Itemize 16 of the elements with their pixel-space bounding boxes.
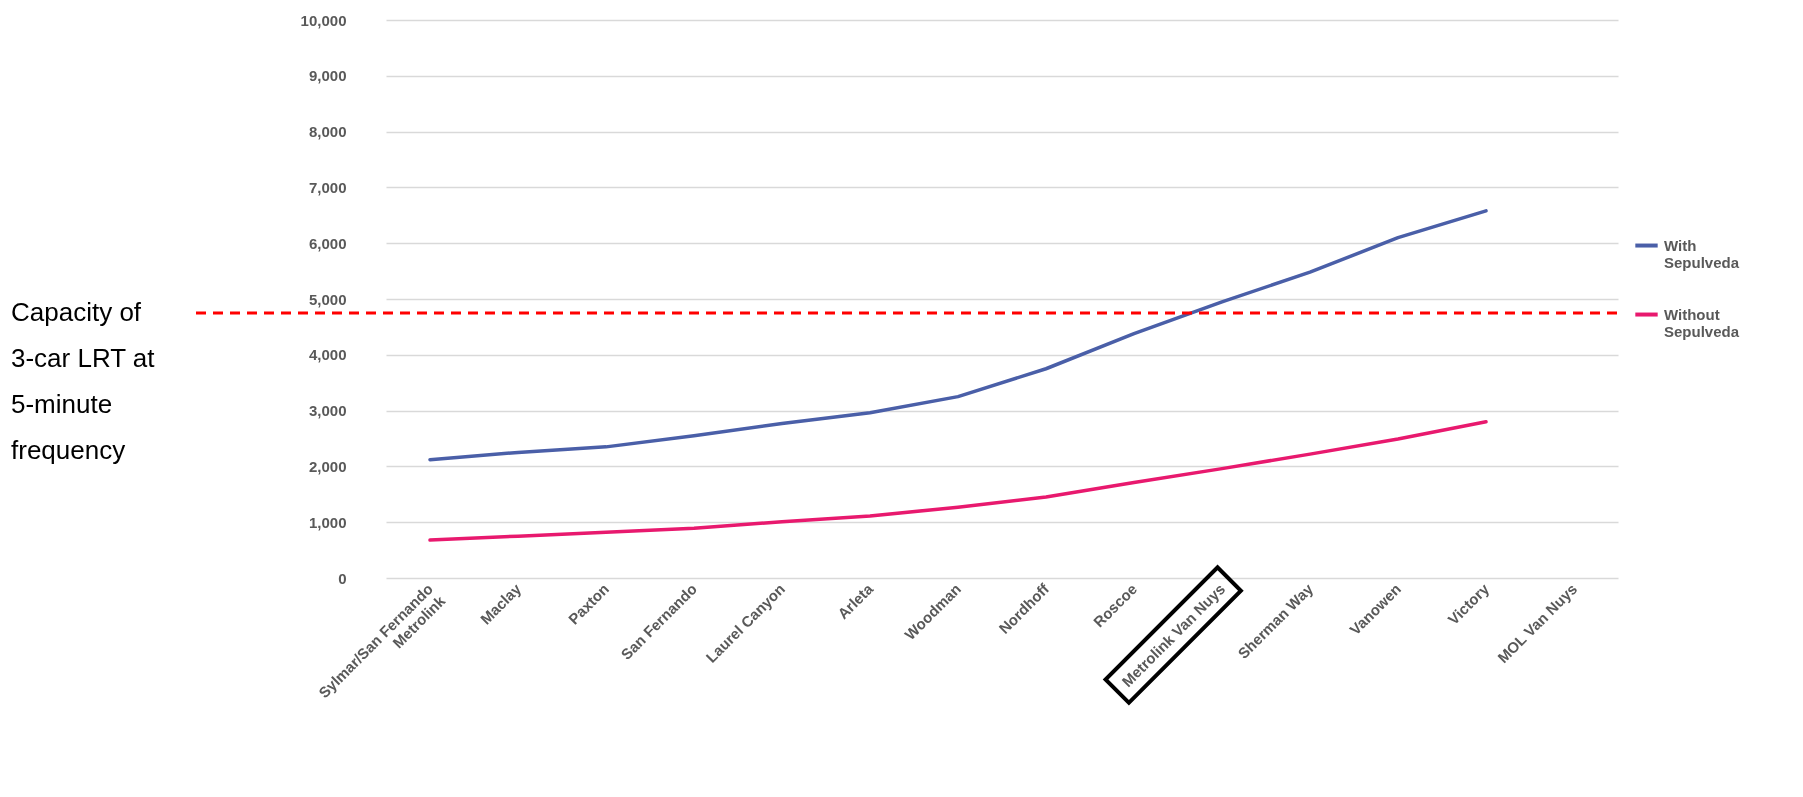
- y-tick-label: 1,000: [308, 513, 347, 531]
- line-series: [428, 420, 1488, 542]
- y-tick-label: 9,000: [308, 67, 347, 85]
- y-tick-label: 6,000: [308, 234, 347, 252]
- line-series: [428, 209, 1488, 462]
- legend-label: With Sepulveda: [1664, 236, 1740, 271]
- y-tick-label: 7,000: [308, 178, 347, 196]
- legend-label: Without Sepulveda: [1664, 305, 1740, 340]
- y-tick-label: 8,000: [308, 123, 347, 141]
- ref-line-label: Capacity of 3-car LRT at 5-minute frequency: [11, 296, 156, 465]
- y-tick-label: 3,000: [308, 402, 347, 420]
- y-tick-label: 10,000: [300, 11, 347, 29]
- y-tick-label: 2,000: [308, 457, 347, 475]
- y-tick-label: 4,000: [308, 346, 347, 364]
- y-tick-label: 5,000: [308, 290, 347, 308]
- y-tick-label: 0: [338, 569, 347, 587]
